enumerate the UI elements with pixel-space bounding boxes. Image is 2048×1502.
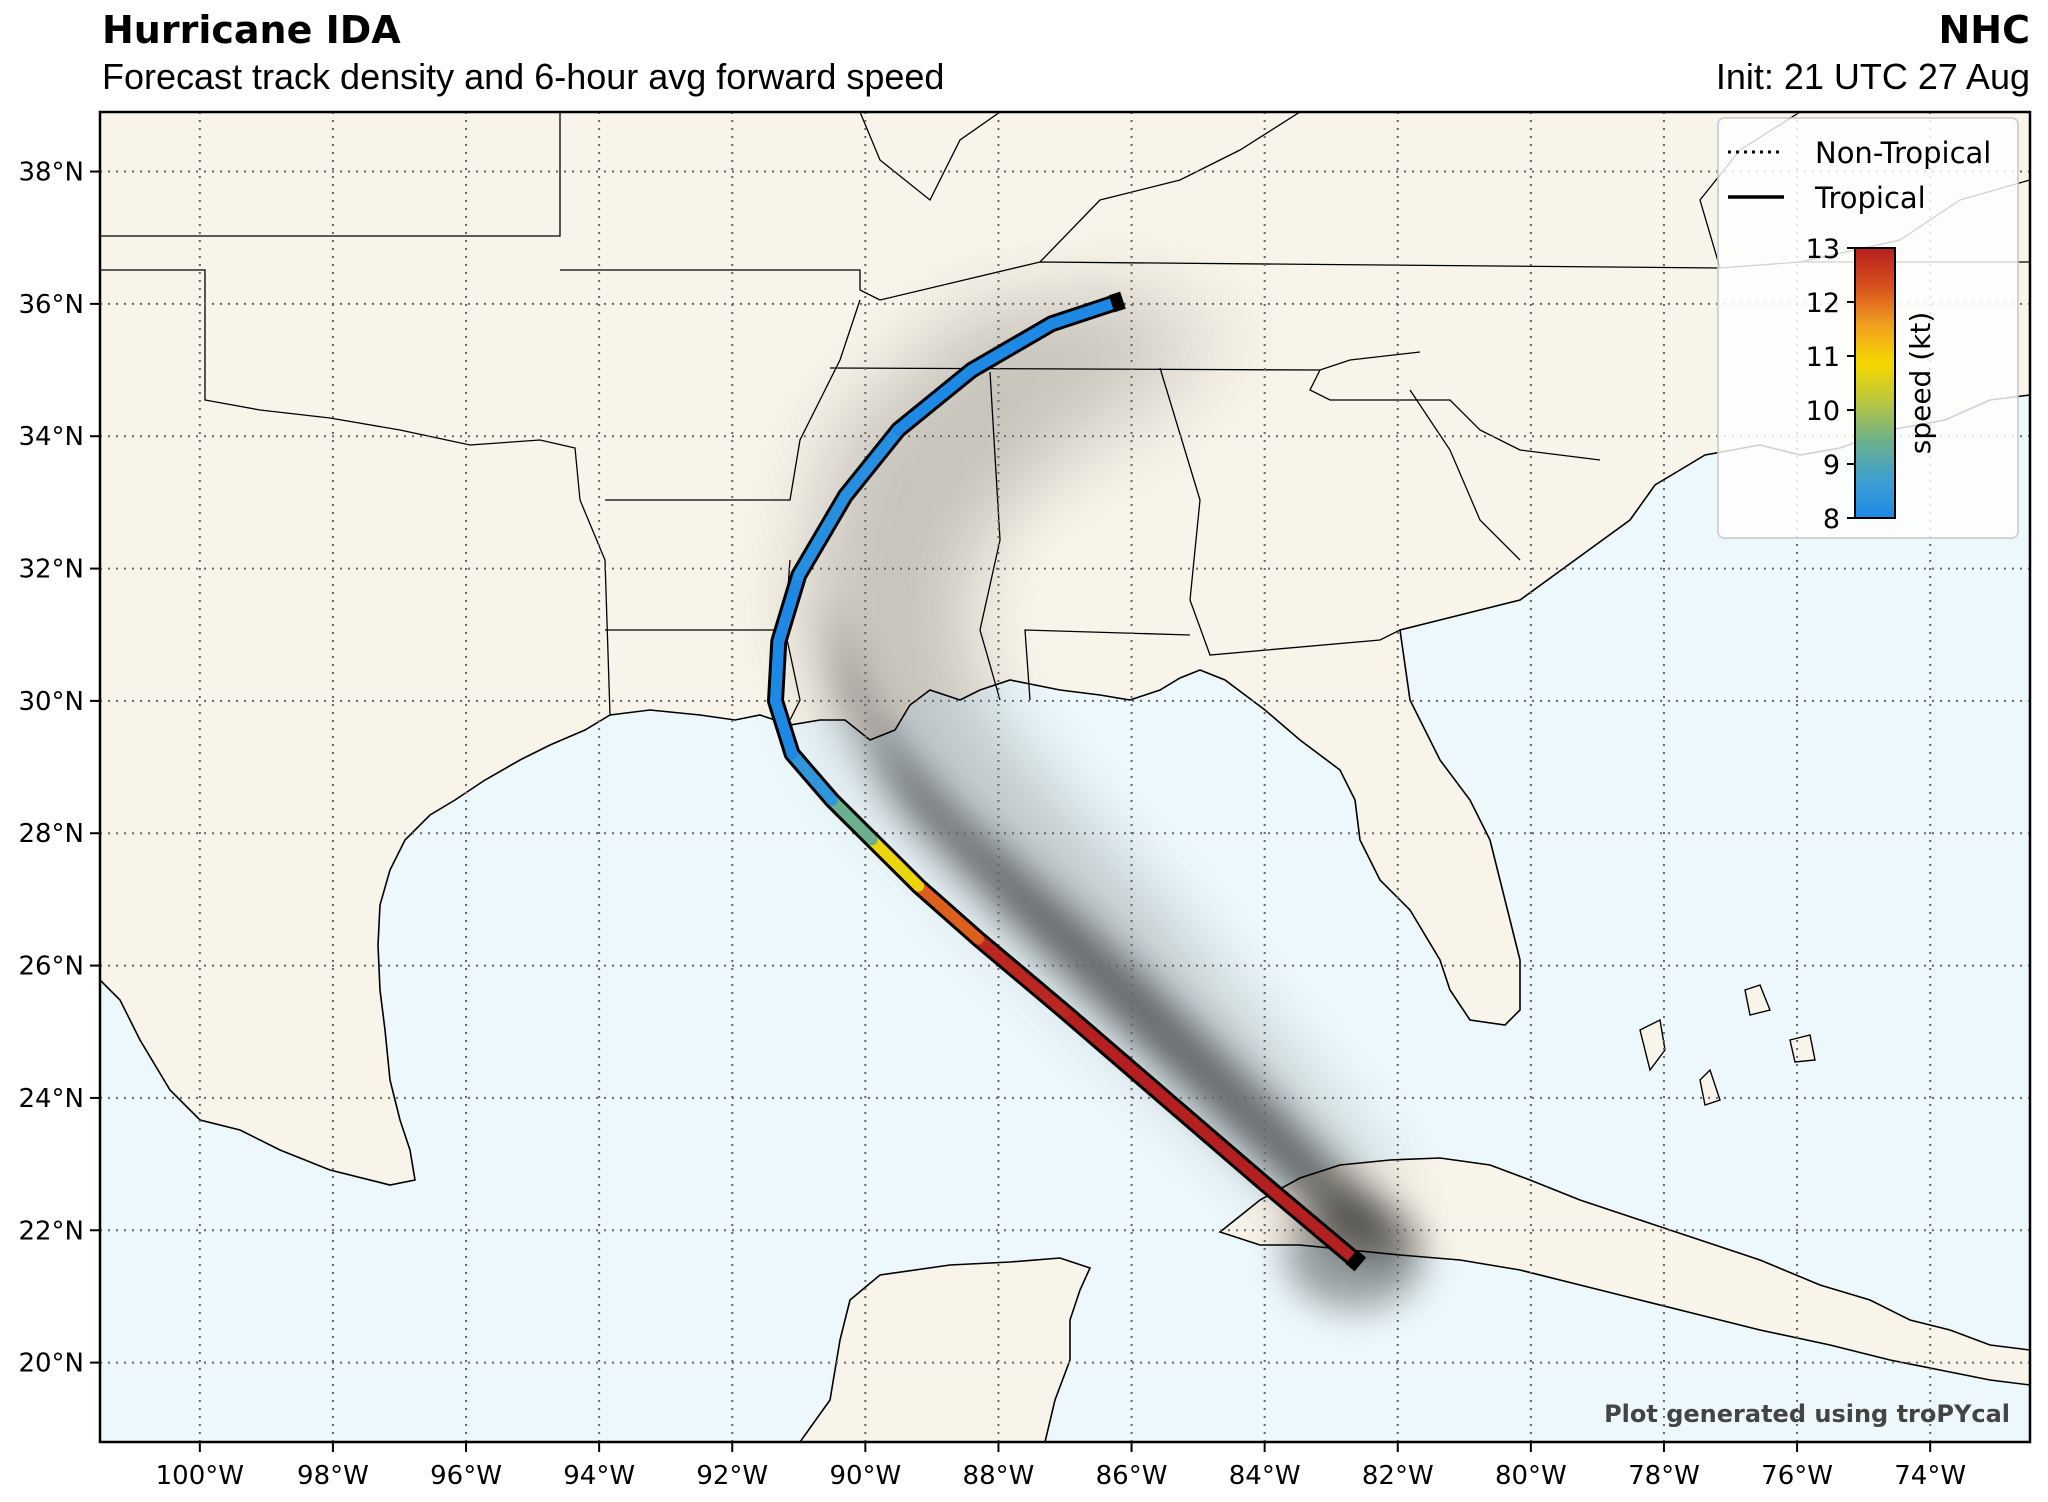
track-segment (1046, 298, 1118, 330)
colorbar-tick-label: 11 (1806, 342, 1840, 373)
lon-label: 82°W (1362, 1461, 1434, 1491)
lon-label: 90°W (829, 1461, 901, 1491)
lon-label: 94°W (563, 1461, 635, 1491)
colorbar-tick-label: 10 (1806, 396, 1840, 427)
colorbar-label: speed (kt) (1904, 312, 1937, 455)
colorbar (1854, 247, 1896, 519)
track-segment (1059, 1006, 1171, 1104)
yucatan-land (799, 1257, 1092, 1442)
lon-label: 76°W (1761, 1461, 1833, 1491)
track-end-cap (1108, 291, 1126, 313)
lat-label: 32°N (18, 555, 84, 585)
lat-label: 36°N (18, 290, 84, 320)
bahamas-islands (1639, 984, 1816, 1106)
storm-title: Hurricane IDA (102, 8, 401, 52)
map-frame (98, 110, 2032, 1444)
forecast-track (767, 291, 1367, 1272)
lon-label: 96°W (430, 1461, 502, 1491)
track-segment (770, 635, 785, 707)
lon-label: 100°W (156, 1461, 244, 1491)
agency-label: NHC (1938, 8, 2031, 52)
plot-subtitle: Forecast track density and 6-hour avg fo… (102, 56, 945, 97)
track-segment (826, 794, 878, 846)
lat-label: 28°N (18, 819, 84, 849)
cuba-land (1218, 1157, 2030, 1386)
lon-label: 86°W (1096, 1461, 1168, 1491)
colorbar-tick-label: 8 (1823, 504, 1840, 535)
track-segment (773, 569, 805, 647)
track-segment (786, 748, 838, 806)
track-segment (972, 933, 1071, 1018)
colorbar-ticks: 8 9 10 11 12 13 (1806, 234, 1855, 535)
legend-non-tropical: Non-Tropical (1815, 136, 1991, 170)
track-segment (839, 424, 905, 502)
track-segment (1259, 1178, 1357, 1263)
track-segment (966, 318, 1058, 376)
lon-label: 74°W (1894, 1461, 1966, 1491)
lat-label: 30°N (18, 687, 84, 717)
track-segment (770, 695, 798, 760)
lon-label: 84°W (1229, 1461, 1301, 1491)
track-segment (1159, 1092, 1271, 1190)
lon-label: 92°W (696, 1461, 768, 1491)
us-land (100, 112, 2030, 1186)
colorbar-tick-label: 12 (1806, 288, 1840, 319)
colorbar-tick-label: 9 (1823, 450, 1840, 481)
lat-label: 24°N (18, 1084, 84, 1114)
lon-label: 80°W (1495, 1461, 1567, 1491)
gridlines (100, 112, 2030, 1442)
lon-label: 78°W (1628, 1461, 1700, 1491)
lon-label: 98°W (297, 1461, 369, 1491)
track-segment (913, 880, 984, 945)
lon-axis-labels: 100°W 98°W 96°W 94°W 92°W 90°W 88°W 86°W 84°W 82°… (156, 1442, 1966, 1491)
plot-credit: Plot generated using troPYcal (1604, 1400, 2010, 1428)
track-end-cap (1345, 1249, 1367, 1272)
lat-axis-labels: 20°N 22°N 24°N 26°N 28°N 30°N 32°N 34°N 36°N 38°N (18, 158, 100, 1379)
lon-label: 88°W (963, 1461, 1035, 1491)
lat-label: 20°N (18, 1349, 84, 1379)
lat-label: 38°N (18, 158, 84, 188)
legend-tropical: Tropical (1814, 181, 1926, 215)
lat-label: 34°N (18, 422, 84, 452)
lat-label: 26°N (18, 952, 84, 982)
lat-label: 22°N (18, 1216, 84, 1246)
legend-box: Non-Tropical Tropical 8 9 10 11 12 13 speed (… (1717, 117, 2019, 539)
colorbar-tick-label: 13 (1806, 234, 1840, 265)
track-segment (893, 364, 978, 436)
track-segment (866, 834, 925, 892)
track-segment (793, 490, 851, 581)
init-time: Init: 21 UTC 27 Aug (1715, 56, 2030, 97)
